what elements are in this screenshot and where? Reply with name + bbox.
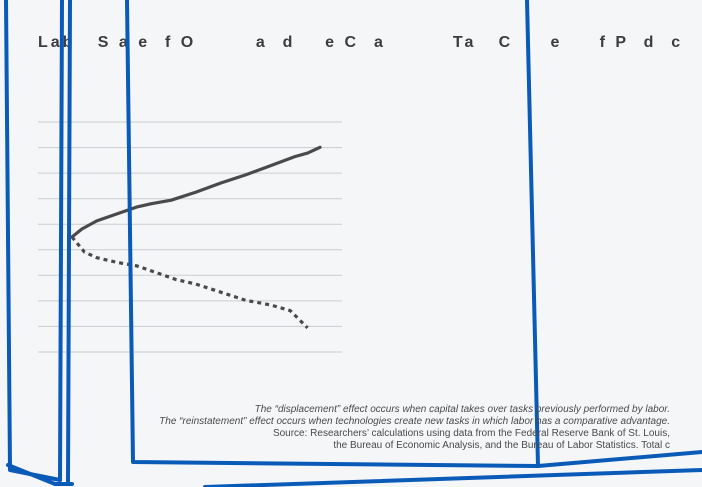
overlay-stroke-1 bbox=[4, 0, 62, 482]
series-line-dashed bbox=[70, 235, 309, 330]
source-line-1: Source: Researchers’ calculations using … bbox=[272, 428, 670, 439]
overlay-stroke-5 bbox=[125, 0, 540, 468]
chart-title: Lab S a e f O a d e C a Ta C e f P d c bbox=[38, 34, 684, 51]
overlay-stroke-4 bbox=[66, 0, 72, 484]
source-line-2: the Bureau of Economic Analysis, and the… bbox=[333, 440, 670, 451]
overlay-stroke-3 bbox=[58, 0, 64, 482]
overlay-stroke-6 bbox=[525, 0, 540, 468]
overlay-stroke-7 bbox=[536, 450, 702, 468]
chart-notes: The “displacement” effect occurs when ca… bbox=[10, 404, 670, 452]
series-line-solid bbox=[70, 145, 322, 239]
overlay-stroke-8 bbox=[203, 468, 702, 487]
overlay-annotations bbox=[4, 0, 702, 487]
note-displacement: The “displacement” effect occurs when ca… bbox=[254, 404, 670, 415]
chart-series bbox=[70, 145, 322, 330]
overlay-stroke-2 bbox=[6, 463, 74, 486]
note-reinstatement: The “reinstatement” effect occurs when t… bbox=[159, 416, 670, 427]
grid-lines bbox=[38, 121, 342, 353]
